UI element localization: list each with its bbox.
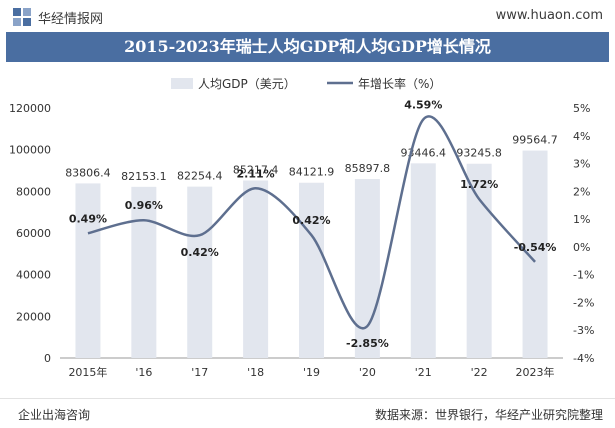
growth-value-label: 0.42% — [181, 246, 219, 259]
growth-labels: 0.49% 0.96% 0.42% 2.11% 0.42% -2.85% 4.59% 1.72… — [69, 98, 557, 350]
left-tick-label: 100000 — [9, 144, 51, 157]
bar — [187, 186, 213, 358]
x-tick-label: 2015年 — [68, 365, 107, 379]
bar-value-label: 85897.8 — [345, 162, 391, 175]
bar — [131, 186, 157, 358]
bar — [299, 182, 324, 358]
right-tick-label: 0% — [573, 241, 590, 254]
bar-value-label: 83806.4 — [65, 166, 111, 179]
left-tick-label: 60000 — [16, 227, 51, 240]
data-source: 数据来源：世界银行，华经产业研究院整理 — [374, 408, 603, 422]
footer-left-text: 企业出海咨询 — [18, 408, 91, 422]
left-tick-label: 0 — [44, 352, 51, 365]
growth-line — [87, 115, 536, 330]
right-tick-label: 3% — [573, 158, 590, 171]
left-tick-label: 120000 — [9, 102, 51, 115]
top-bar: 华经情报网 www.huaon.com — [0, 0, 615, 32]
bar-series — [75, 150, 548, 358]
right-tick-label: -4% — [573, 352, 594, 365]
bar — [75, 183, 101, 358]
legend: 人均GDP（美元） 年增长率（%） — [171, 76, 441, 91]
x-tick-label: '21 — [415, 366, 432, 379]
bar-value-label: 85217.4 — [233, 163, 279, 176]
bar-value-label: 84121.9 — [289, 166, 335, 179]
growth-value-label: 4.59% — [404, 98, 442, 111]
right-axis: -4% -3% -2% -1% 0% 1% 2% 3% 4% 5% — [573, 102, 594, 365]
x-tick-label: '18 — [247, 366, 264, 379]
x-tick-label: '17 — [191, 366, 208, 379]
bar — [354, 179, 380, 358]
huajing-logo-icon — [13, 8, 31, 26]
chart-title: 2015-2023年瑞士人均GDP和人均GDP增长情况 — [6, 32, 609, 62]
chart: 人均GDP（美元） 年增长率（%） 83806.4 82153.1 82254.4 8… — [9, 76, 594, 379]
legend-bar-label: 人均GDP（美元） — [198, 77, 296, 91]
growth-value-label: -0.54% — [514, 241, 557, 254]
growth-value-label: 1.72% — [460, 178, 498, 191]
bar-labels: 83806.4 82153.1 82254.4 85217.4 84121.9 85897… — [65, 134, 558, 183]
bar-value-label: 93245.8 — [456, 147, 502, 160]
brand-name: 华经情报网 — [38, 12, 104, 27]
footer: 企业出海咨询 数据来源：世界银行，华经产业研究院整理 — [0, 398, 615, 428]
bar-value-label: 93446.4 — [401, 146, 447, 159]
bar — [466, 163, 492, 358]
legend-bar-swatch — [171, 78, 193, 89]
left-tick-label: 40000 — [16, 269, 51, 282]
right-tick-label: 1% — [573, 213, 590, 226]
right-tick-label: -3% — [573, 324, 594, 337]
right-tick-label: 5% — [573, 102, 590, 115]
bar — [243, 180, 269, 358]
left-axis: 0 20000 40000 60000 80000 100000 120000 — [9, 102, 51, 365]
x-tick-label: '19 — [303, 366, 320, 379]
legend-line-label: 年增长率（%） — [358, 76, 441, 91]
right-tick-label: -2% — [573, 296, 594, 309]
right-tick-label: -1% — [573, 269, 594, 282]
bar-value-label: 82254.4 — [177, 170, 223, 183]
right-tick-label: 2% — [573, 185, 590, 198]
bar-value-label: 82153.1 — [121, 170, 167, 183]
growth-value-label: 2.11% — [237, 167, 275, 180]
site-url[interactable]: www.huaon.com — [495, 8, 603, 23]
right-tick-label: 4% — [573, 130, 590, 143]
bar-value-label: 99564.7 — [512, 134, 558, 147]
bar — [410, 163, 436, 358]
growth-value-label: 0.49% — [69, 212, 107, 225]
x-axis: 2015年 '16 '17 '18 '19 '20 '21 '22 2023年 — [68, 365, 554, 379]
x-tick-label: 2023年 — [516, 365, 555, 379]
bar — [522, 150, 548, 358]
left-tick-label: 80000 — [16, 185, 51, 198]
left-tick-label: 20000 — [16, 310, 51, 323]
growth-line-series — [87, 115, 536, 330]
x-tick-label: '16 — [135, 366, 152, 379]
growth-value-label: 0.96% — [125, 199, 163, 212]
growth-value-label: -2.85% — [346, 337, 389, 350]
growth-value-label: 0.42% — [292, 214, 330, 227]
x-tick-label: '20 — [359, 366, 376, 379]
x-tick-label: '22 — [471, 366, 488, 379]
